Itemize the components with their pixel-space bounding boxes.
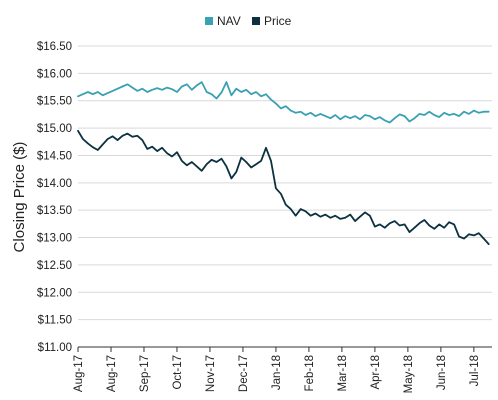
axes: $11.00 $11.50 $12.00 $12.50 $13.00 $13.50 $14.… [37,41,492,393]
y-axis-title: Closing Price ($) [11,142,28,253]
y-tick-label: $16.50 [37,41,72,53]
x-tick-label: Nov-17 [205,355,217,392]
legend-swatch-price [252,17,260,25]
series-line-price [77,129,490,246]
legend-label-price: Price [264,14,292,28]
gridlines [78,45,492,321]
x-tick-label: Mar-18 [337,355,349,391]
y-tick-label: $13.50 [37,205,72,217]
x-tick-label: Feb-18 [304,355,316,391]
y-tick-label: $15.00 [37,123,72,135]
series-lines [77,81,490,246]
legend-swatch-nav [205,17,213,25]
x-tick-label: Aug-17 [106,355,118,392]
y-tick-label: $15.50 [37,96,72,108]
x-tick-label: Jun-18 [436,355,448,390]
y-tick-label: $14.50 [37,150,72,162]
x-tick-label: Aug-17 [73,355,85,392]
y-tick-label: $16.00 [37,68,72,80]
x-tick-label: Dec-17 [238,355,250,392]
legend-label-nav: NAV [217,14,241,28]
y-tick-label: $12.00 [37,287,72,299]
x-tick-label: Apr-18 [370,355,382,390]
x-tick-label: Sep-17 [139,355,151,392]
y-tick-label: $11.00 [38,342,72,354]
y-tick-label: $14.00 [37,178,72,190]
x-tick-label: Oct-17 [172,355,184,390]
series-line-nav [77,81,490,124]
y-tick-label: $13.00 [37,233,72,245]
x-tick-label: Jan-18 [271,355,283,390]
x-tick-label: Jul-18 [469,355,481,386]
y-tick-label: $11.50 [38,315,72,327]
legend: NAV Price [205,14,292,28]
y-tick-label: $12.50 [37,260,72,272]
x-tick-label: May-18 [403,355,415,393]
